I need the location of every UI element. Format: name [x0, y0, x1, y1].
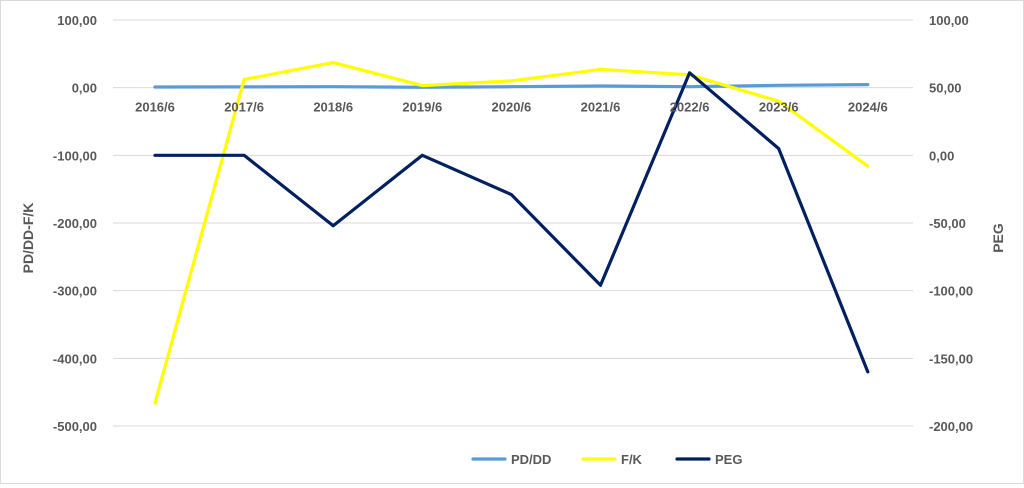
right-tick-label: -200,00 — [929, 419, 973, 434]
left-tick-label: 0,00 — [72, 81, 97, 96]
x-tick-label: 2017/6 — [224, 100, 264, 115]
left-tick-label: -200,00 — [53, 216, 97, 231]
left-tick-label: -100,00 — [53, 148, 97, 163]
left-tick-label: 100,00 — [57, 13, 97, 28]
x-tick-label: 2023/6 — [759, 100, 799, 115]
x-tick-label: 2021/6 — [581, 100, 621, 115]
series-line-f-k — [153, 60, 870, 405]
x-tick-label: 2020/6 — [492, 100, 532, 115]
series-line-pd-dd — [153, 82, 870, 89]
x-tick-label: 2019/6 — [402, 100, 442, 115]
x-axis-ticks: 2016/6 2017/6 2018/6 2019/6 2020/6 2021/6 2022… — [135, 100, 888, 115]
right-tick-label: 50,00 — [929, 81, 962, 96]
series-lines — [153, 60, 870, 405]
x-tick-label: 2016/6 — [135, 100, 175, 115]
x-tick-label: 2018/6 — [313, 100, 353, 115]
x-tick-label: 2024/6 — [848, 100, 888, 115]
legend-label: PEG — [715, 452, 742, 467]
left-axis-title: PD/DD-F/K — [20, 203, 36, 274]
legend-label: PD/DD — [511, 452, 551, 467]
right-tick-label: -150,00 — [929, 351, 973, 366]
left-axis-ticks: 100,00 0,00 -100,00 -200,00 -300,00 -400,00 -5… — [53, 13, 97, 434]
right-axis-title: PEG — [990, 223, 1006, 253]
right-tick-label: -100,00 — [929, 284, 973, 299]
left-tick-label: -300,00 — [53, 284, 97, 299]
right-tick-label: 0,00 — [929, 148, 954, 163]
left-tick-label: -500,00 — [53, 419, 97, 434]
right-tick-label: -50,00 — [929, 216, 966, 231]
left-tick-label: -400,00 — [53, 351, 97, 366]
legend-label: F/K — [621, 452, 643, 467]
legend: PD/DD F/K PEG — [471, 452, 742, 467]
right-tick-label: 100,00 — [929, 13, 969, 28]
series-line-peg — [153, 71, 870, 374]
right-axis-ticks: 100,00 50,00 0,00 -50,00 -100,00 -150,00 -200,… — [929, 13, 973, 434]
x-tick-label: 2022/6 — [670, 100, 710, 115]
